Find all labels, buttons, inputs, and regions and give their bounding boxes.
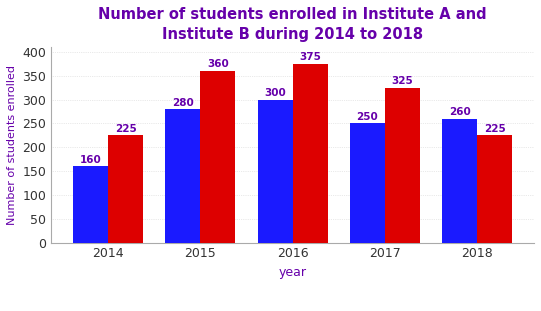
Text: 325: 325 [392, 76, 413, 86]
Legend: Institute A, Institute B: Institute A, Institute B [207, 307, 379, 311]
Bar [73, 166, 108, 243]
Bar [477, 135, 512, 243]
Text: 375: 375 [299, 52, 321, 62]
Y-axis label: Number of students enrolled: Number of students enrolled [7, 65, 17, 225]
Text: 280: 280 [172, 98, 194, 108]
Text: 250: 250 [357, 112, 378, 122]
Bar [166, 109, 200, 243]
Text: 225: 225 [115, 124, 137, 134]
Bar [200, 71, 235, 243]
Text: 260: 260 [448, 107, 471, 117]
Text: 360: 360 [207, 59, 229, 69]
Bar [293, 64, 328, 243]
Title: Number of students enrolled in Institute A and
Institute B during 2014 to 2018: Number of students enrolled in Institute… [98, 7, 487, 42]
Bar [350, 123, 385, 243]
Bar [385, 88, 420, 243]
Bar [442, 118, 477, 243]
Text: 160: 160 [80, 155, 102, 165]
X-axis label: year: year [279, 266, 307, 279]
Text: 225: 225 [484, 124, 505, 134]
Text: 300: 300 [264, 88, 286, 98]
Bar [108, 135, 143, 243]
Bar [258, 100, 293, 243]
